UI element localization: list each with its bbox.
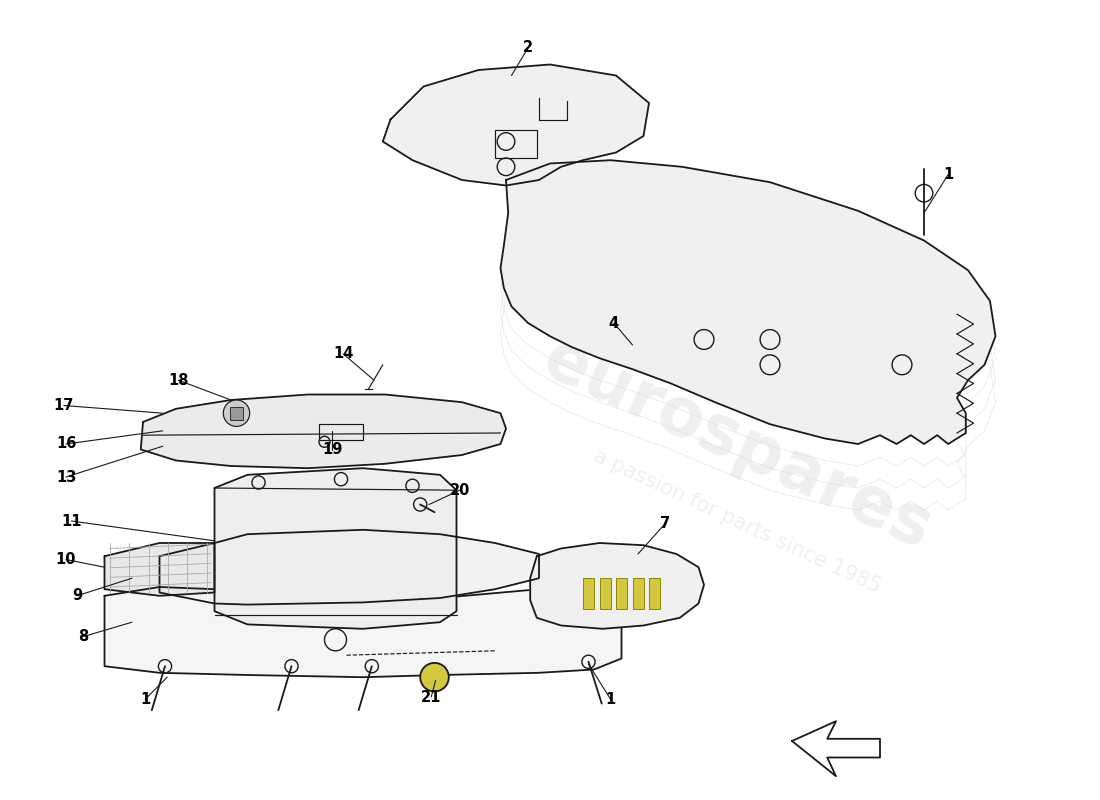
Polygon shape [383, 65, 649, 186]
Bar [495, 130, 537, 158]
Text: 1: 1 [605, 692, 616, 706]
Bar [600, 578, 610, 609]
Text: 21: 21 [421, 690, 441, 705]
Bar [583, 578, 594, 609]
Polygon shape [530, 543, 704, 629]
Text: 16: 16 [56, 437, 76, 451]
Text: eurospares: eurospares [532, 325, 942, 563]
Bar [649, 578, 660, 609]
Polygon shape [500, 160, 996, 444]
Polygon shape [104, 543, 214, 596]
Text: 20: 20 [450, 482, 470, 498]
Text: 19: 19 [322, 442, 342, 457]
Bar [632, 578, 644, 609]
Text: 8: 8 [78, 629, 89, 644]
Text: 2: 2 [522, 41, 534, 55]
Bar [319, 424, 363, 440]
Polygon shape [160, 530, 539, 605]
Text: 14: 14 [333, 346, 353, 362]
Polygon shape [141, 394, 506, 468]
Circle shape [420, 663, 449, 691]
Text: 18: 18 [168, 373, 188, 388]
Circle shape [223, 400, 250, 426]
Text: 1: 1 [943, 167, 954, 182]
Polygon shape [792, 722, 880, 776]
Text: 9: 9 [72, 588, 82, 603]
Bar [616, 578, 627, 609]
Text: a passion for parts since 1985: a passion for parts since 1985 [590, 446, 884, 597]
Bar [230, 406, 243, 420]
Polygon shape [214, 468, 456, 629]
Text: 1: 1 [140, 692, 151, 706]
Text: 7: 7 [660, 516, 671, 530]
Text: 4: 4 [608, 315, 619, 330]
Polygon shape [104, 587, 622, 677]
Text: 10: 10 [56, 552, 76, 567]
Text: 11: 11 [62, 514, 81, 529]
Text: 17: 17 [54, 398, 74, 413]
Text: 13: 13 [56, 470, 76, 485]
